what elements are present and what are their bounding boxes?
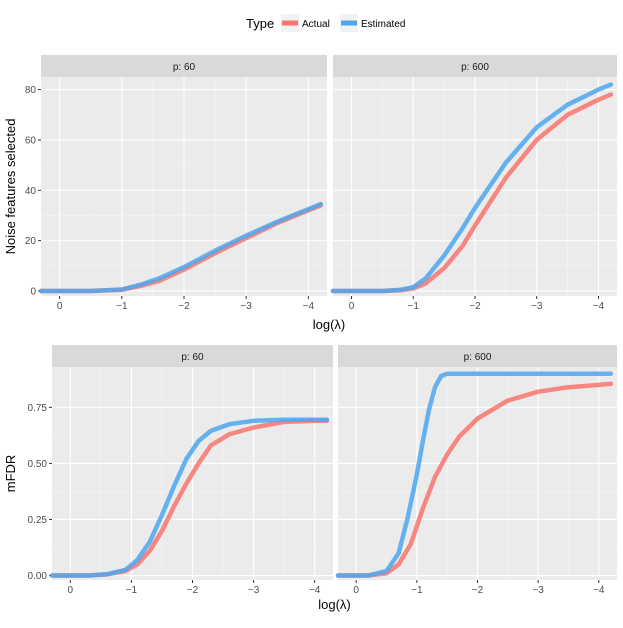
facet-strip (338, 345, 617, 367)
legend: Type Actual Estimated (246, 14, 405, 32)
x-tick-label: −2 (469, 301, 481, 312)
y-tick-label: 60 (25, 135, 37, 146)
x-tick-label: 0 (353, 585, 359, 596)
facet-strip-label: p: 60 (181, 352, 204, 363)
y-tick-label: 20 (25, 236, 37, 247)
x-tick-label: 0 (68, 585, 74, 596)
series-line-estimated (38, 201, 324, 294)
facet-strip (52, 345, 333, 367)
facet-panel: p: 60 0 −1 −2 −3 −4 0 20 40 60 80 (25, 55, 327, 312)
x-tick-label: −2 (178, 301, 190, 312)
x-axis-title: log(λ) (313, 317, 346, 332)
x-tick-label: −3 (240, 301, 252, 312)
y-axis-title: Noise features selected (3, 119, 18, 255)
series-line-estimated (49, 417, 330, 578)
y-tick-label: 0.00 (28, 571, 48, 582)
x-tick-label: −3 (531, 301, 543, 312)
x-tick-label: −3 (532, 585, 544, 596)
facet-strip (41, 55, 327, 77)
x-tick-label: −1 (408, 301, 420, 312)
facet-panel: p: 60 0 −1 −2 −3 −4 0.00 0.25 0.50 0.75 (28, 345, 333, 596)
x-tick-label: −4 (593, 301, 605, 312)
y-tick-label: 80 (25, 85, 37, 96)
y-tick-label: 40 (25, 186, 37, 197)
y-tick-label: 0 (30, 286, 36, 297)
x-tick-label: −2 (472, 585, 484, 596)
x-tick-label: 0 (57, 301, 63, 312)
x-tick-label: −4 (309, 585, 321, 596)
x-tick-label: −3 (248, 585, 260, 596)
series-line-estimated (330, 82, 614, 294)
x-tick-label: 0 (349, 301, 355, 312)
x-tick-label: −1 (411, 585, 423, 596)
x-tick-label: −2 (187, 585, 199, 596)
series-line-estimated (335, 371, 614, 578)
legend-label-estimated: Estimated (361, 19, 405, 30)
facet-panel: p: 600 0 −1 −2 −3 −4 (330, 55, 617, 312)
x-tick-label: −4 (593, 585, 605, 596)
series-line-actual (335, 381, 614, 578)
x-axis-title: log(λ) (318, 597, 351, 612)
y-axis-title: mFDR (3, 455, 18, 493)
x-tick-label: −1 (126, 585, 138, 596)
facet-strip (333, 55, 617, 77)
y-tick-label: 0.75 (28, 403, 48, 414)
legend-title: Type (246, 16, 274, 31)
x-tick-label: −1 (116, 301, 128, 312)
facet-strip-label: p: 600 (464, 352, 492, 363)
x-tick-label: −4 (303, 301, 315, 312)
legend-label-actual: Actual (302, 19, 330, 30)
y-tick-label: 0.25 (28, 515, 48, 526)
facet-strip-label: p: 600 (461, 62, 489, 73)
facet-panel: p: 600 0 −1 −2 −3 −4 (335, 345, 617, 596)
y-tick-label: 0.50 (28, 459, 48, 470)
facet-strip-label: p: 60 (173, 62, 196, 73)
